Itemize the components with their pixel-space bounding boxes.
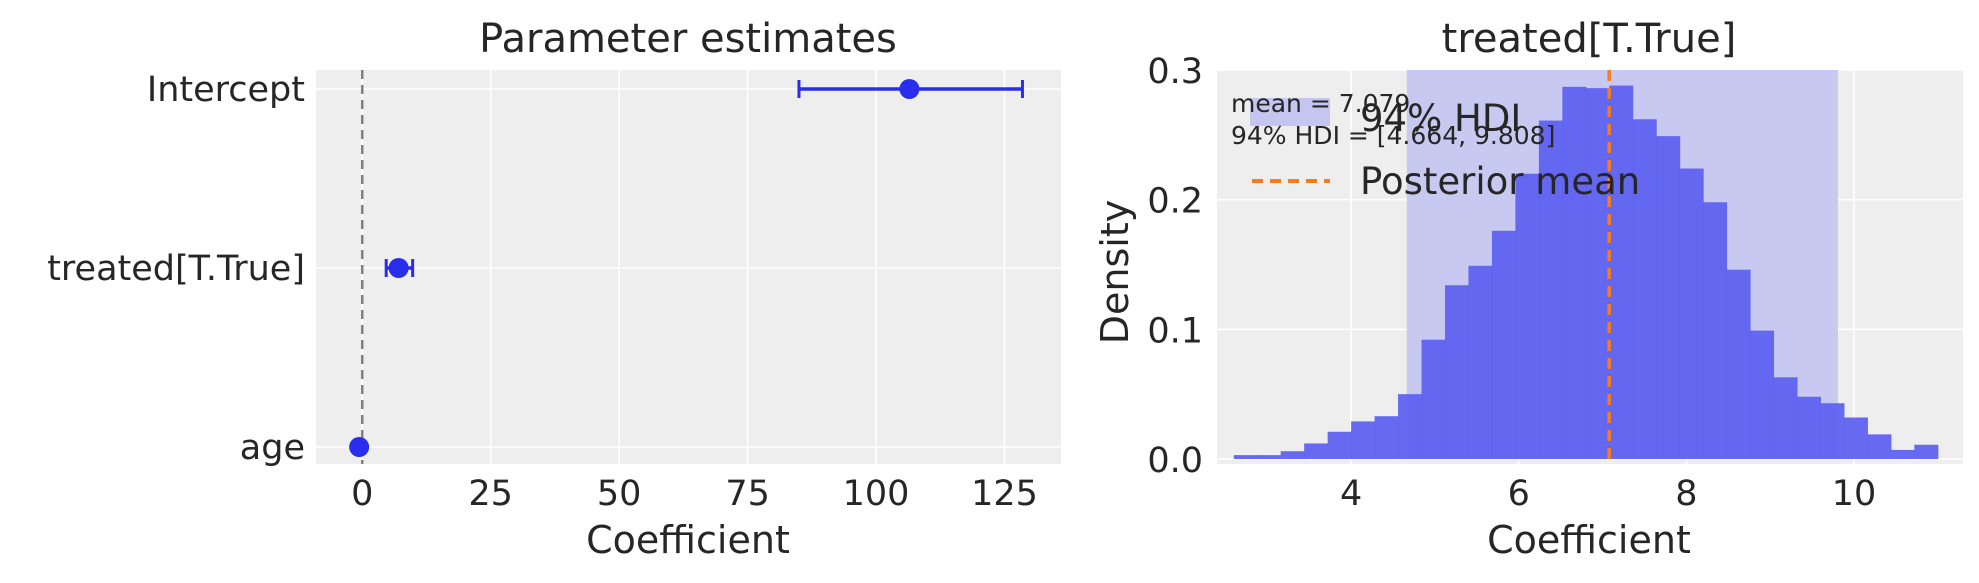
y-tick-label: 0.1 — [1147, 311, 1203, 351]
x-tick-label: 75 — [725, 474, 770, 514]
legend: 94% HDI Posterior mean — [1250, 97, 1640, 203]
right-y-tick-labels: 0.0 0.1 0.2 0.3 — [1147, 52, 1203, 481]
histogram-bar — [1609, 85, 1634, 459]
histogram-bar — [1351, 421, 1376, 459]
estimate-1 — [384, 258, 415, 278]
legend-hdi-label: 94% HDI — [1360, 97, 1521, 140]
x-tick-label: 8 — [1675, 474, 1697, 514]
histogram-bar — [1585, 88, 1610, 460]
x-tick-label: 4 — [1340, 474, 1362, 514]
y-tick-label: 0.3 — [1147, 52, 1203, 92]
annotation-hdi: 94% HDI = [4.664, 9.808] — [1231, 121, 1555, 150]
left-grid — [316, 70, 1061, 464]
right-chart-title: treated[T.True] — [1442, 16, 1737, 62]
left-x-axis-label: Coefficient — [586, 518, 790, 562]
histogram-bar — [1679, 168, 1704, 459]
histogram-bar — [1797, 396, 1822, 459]
left-plot-area — [316, 70, 1061, 464]
category-label: Intercept — [147, 70, 305, 110]
histogram-bar — [1538, 120, 1563, 459]
histogram-bar — [1562, 86, 1587, 460]
y-tick-label: 0.2 — [1147, 182, 1203, 222]
histogram-bar — [1773, 377, 1798, 459]
x-tick-label: 25 — [468, 474, 513, 514]
left-panel: 0 25 50 75 100 125 Intercept treated[T.True] ag… — [47, 16, 1061, 562]
legend-mean-label: Posterior mean — [1360, 160, 1640, 203]
histogram-bar — [1726, 269, 1751, 459]
histogram-bar — [1515, 173, 1540, 459]
estimate-point — [388, 258, 409, 278]
estimate-point — [349, 437, 370, 457]
estimate-point — [899, 79, 920, 99]
histogram-bar — [1398, 394, 1423, 459]
right-x-tick-labels: 4 6 8 10 — [1340, 474, 1876, 514]
histogram-bar — [1890, 449, 1915, 459]
histogram-bar — [1327, 431, 1352, 459]
histogram-bar — [1444, 285, 1469, 459]
histogram-bar — [1304, 443, 1329, 459]
x-tick-label: 100 — [843, 474, 910, 514]
histogram-bar — [1374, 416, 1399, 459]
histogram-bar — [1233, 455, 1258, 459]
histogram-bar — [1468, 265, 1493, 459]
histogram-bar — [1843, 417, 1868, 459]
right-y-axis-label: Density — [1093, 200, 1137, 344]
histogram-bar — [1867, 434, 1892, 459]
right-panel: 4 6 8 10 0.0 0.1 0.2 0.3 treated[T.True] Coeff… — [1093, 16, 1963, 562]
histogram-bar — [1914, 444, 1939, 459]
right-x-axis-label: Coefficient — [1487, 518, 1691, 562]
histogram-bar — [1280, 451, 1305, 459]
x-tick-label: 50 — [597, 474, 642, 514]
histogram-bar — [1491, 230, 1516, 459]
annotation-mean: mean = 7.079 — [1231, 89, 1410, 118]
right-histogram-bars — [1233, 85, 1939, 460]
histogram-bar — [1750, 330, 1775, 459]
histogram-bar — [1632, 119, 1657, 460]
left-marks — [349, 79, 1024, 457]
legend-hdi-swatch — [1250, 98, 1330, 126]
estimate-0 — [797, 79, 1024, 99]
histogram-bar — [1656, 136, 1681, 459]
histogram-bar — [1820, 403, 1845, 459]
histogram-bar — [1421, 339, 1446, 459]
left-y-category-labels: Intercept treated[T.True] age — [47, 70, 305, 468]
left-x-tick-labels: 0 25 50 75 100 125 — [351, 474, 1038, 514]
x-tick-label: 10 — [1832, 474, 1877, 514]
histogram-bar — [1703, 202, 1728, 459]
category-label: treated[T.True] — [47, 249, 305, 289]
x-tick-label: 0 — [351, 474, 373, 514]
left-chart-title: Parameter estimates — [479, 16, 897, 62]
x-tick-label: 6 — [1508, 474, 1530, 514]
y-tick-label: 0.0 — [1147, 441, 1203, 481]
category-label: age — [240, 428, 305, 468]
estimate-2 — [349, 437, 370, 457]
histogram-bar — [1257, 455, 1282, 459]
x-tick-label: 125 — [971, 474, 1038, 514]
